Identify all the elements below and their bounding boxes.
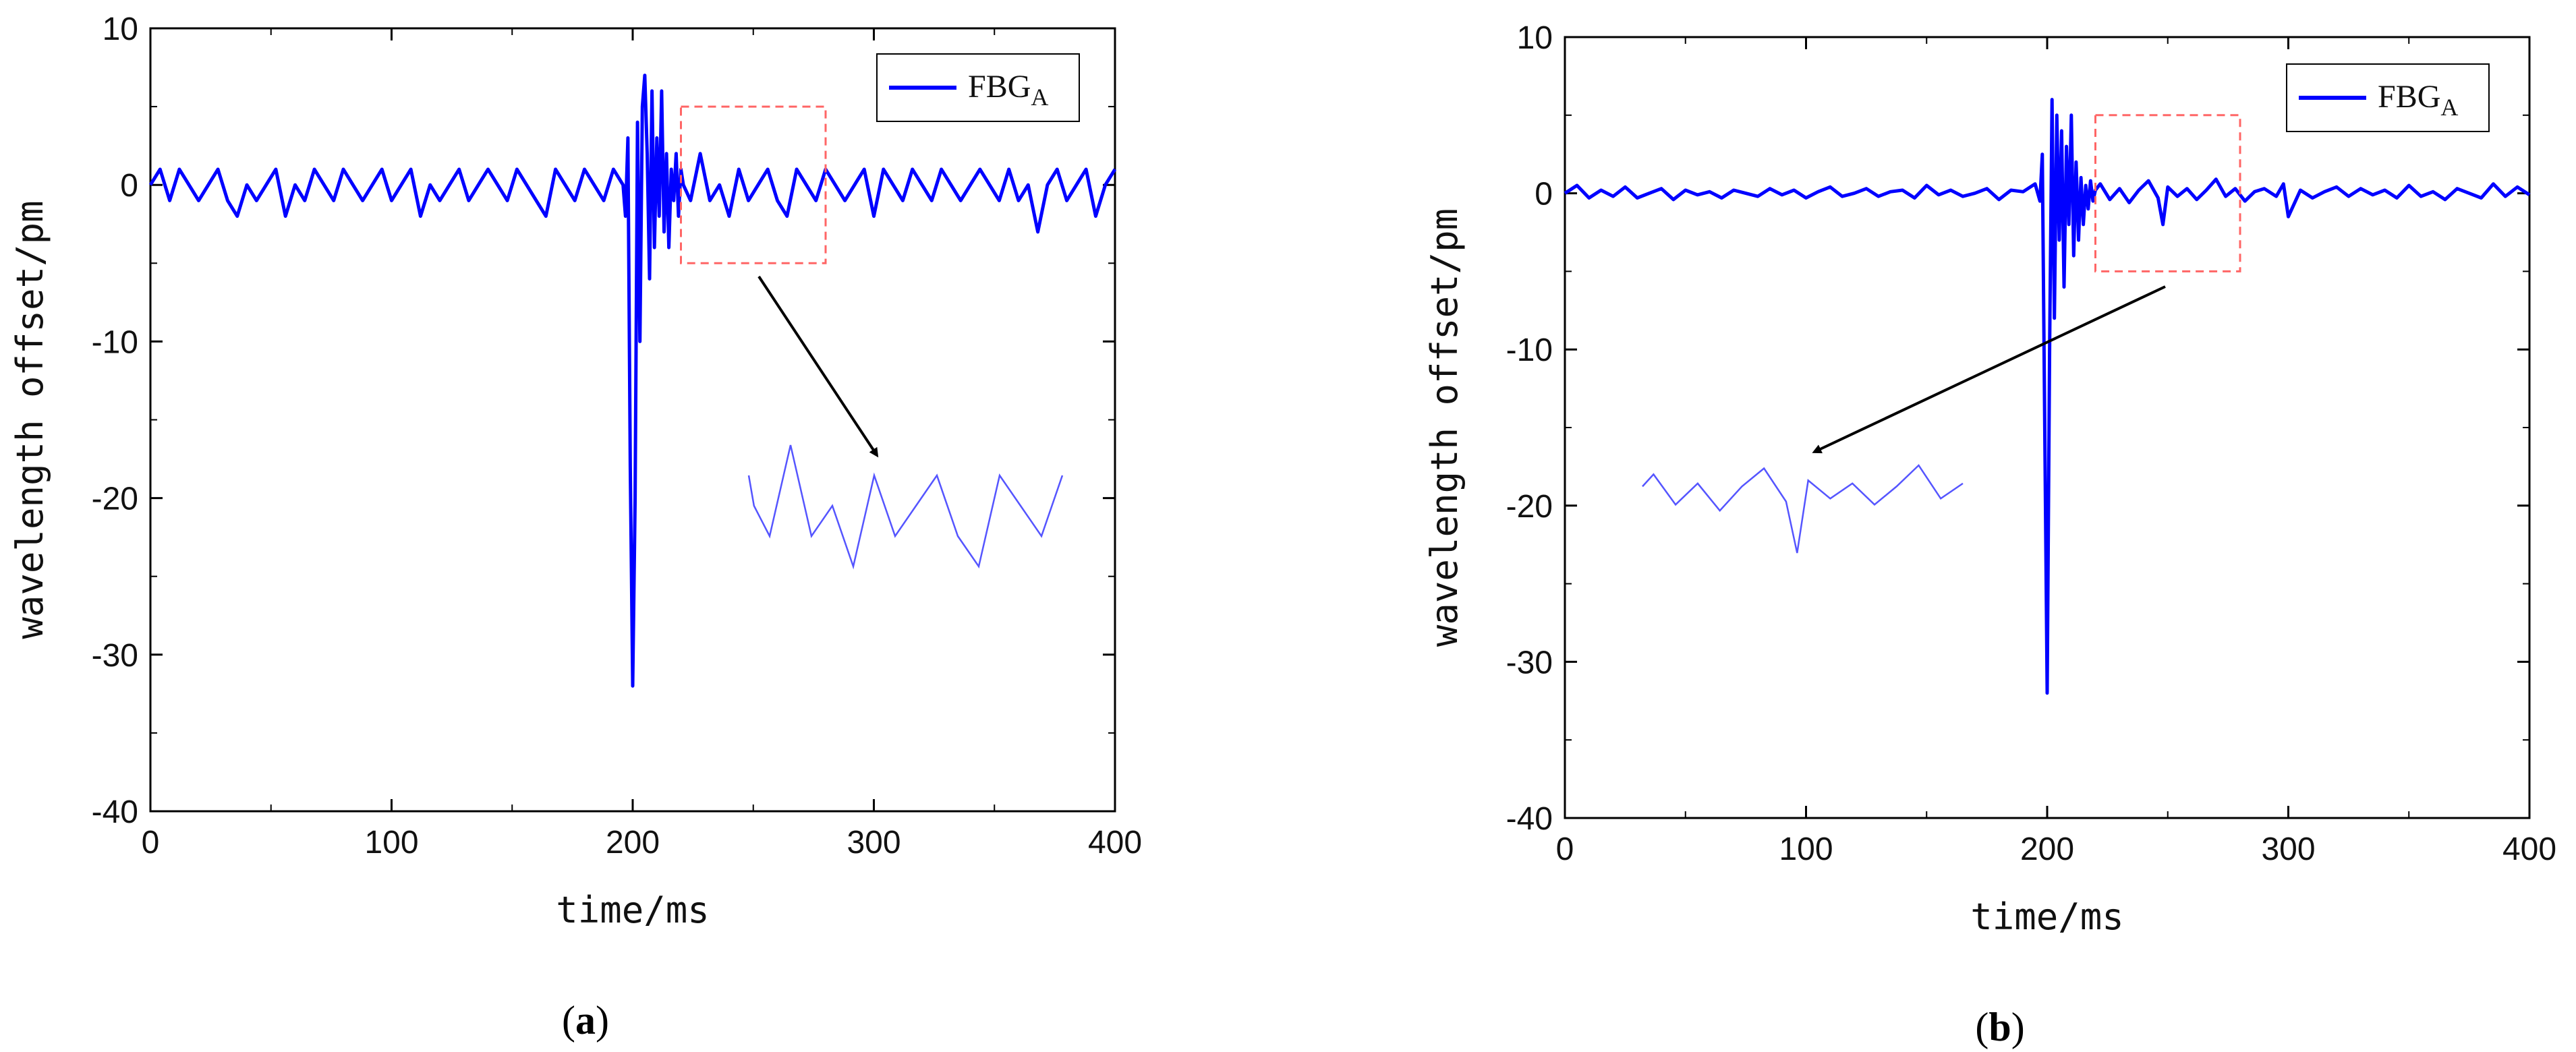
y-tick-label: 0 bbox=[1535, 177, 1553, 212]
series-line-fbg-a bbox=[148, 74, 1117, 688]
y-tick-labels: 10 0 -10 -20 -30 -40 bbox=[1506, 20, 1553, 837]
y-tick-label: -20 bbox=[92, 481, 138, 517]
axis-ticks bbox=[149, 27, 1116, 813]
chart-panel-b: 100-10-20-30-40 0 100 200 300 400 FBGA wavel… bbox=[1423, 20, 2556, 1049]
x-tick-label: 0 bbox=[142, 825, 160, 860]
plot-frame bbox=[1564, 36, 2531, 819]
series-line-fbg-a bbox=[1564, 98, 2531, 695]
x-tick-label: 200 bbox=[2020, 831, 2074, 867]
x-tick-label: 300 bbox=[2261, 831, 2315, 867]
plot-frame bbox=[149, 27, 1116, 813]
y-tick-label: -30 bbox=[92, 638, 138, 674]
legend-label: FBGA bbox=[2378, 79, 2458, 121]
x-tick-labels: 0 100 200 300 400 bbox=[142, 825, 1142, 860]
x-tick-label: 400 bbox=[2502, 831, 2556, 867]
axis-ticks bbox=[1564, 36, 2531, 819]
y-tick-label: -20 bbox=[1506, 489, 1553, 525]
highlight-box bbox=[2094, 114, 2241, 272]
zoom-arrow bbox=[1812, 285, 2166, 454]
x-axis-title: time/ms bbox=[1970, 896, 2124, 938]
y-tick-label: 0 bbox=[120, 168, 138, 204]
y-axis-title: wavelength offset/pm bbox=[1423, 208, 1466, 647]
x-tick-label: 0 bbox=[1556, 831, 1574, 867]
highlight-box bbox=[680, 105, 827, 264]
y-tick-label: -40 bbox=[1506, 801, 1553, 837]
x-tick-label: 300 bbox=[847, 825, 900, 860]
x-tick-labels: 0 100 200 300 400 bbox=[1556, 831, 2556, 867]
legend: FBGA bbox=[2286, 63, 2490, 132]
chart-panel-a: 100-10-20-30-40 0 100 200 300 400 FBGA wavel… bbox=[9, 11, 1142, 1043]
y-tick-label: -10 bbox=[1506, 332, 1553, 368]
y-tick-label: 10 bbox=[1517, 20, 1553, 56]
inset-zoom-line bbox=[747, 444, 1064, 570]
panel-label: (a) bbox=[562, 998, 609, 1043]
y-tick-labels: 10 0 -10 -20 -30 -40 bbox=[92, 11, 138, 830]
zoom-arrow bbox=[757, 275, 879, 458]
x-tick-label: 100 bbox=[1779, 831, 1833, 867]
panel-label: (b) bbox=[1975, 1005, 2024, 1049]
y-tick-label: -40 bbox=[92, 794, 138, 830]
y-axis-title: wavelength offset/pm bbox=[9, 200, 51, 639]
y-tick-label: -10 bbox=[92, 324, 138, 360]
x-tick-label: 200 bbox=[606, 825, 660, 860]
legend: FBGA bbox=[876, 53, 1080, 122]
x-tick-label: 400 bbox=[1088, 825, 1142, 860]
y-tick-label: 10 bbox=[103, 11, 138, 47]
legend-label: FBGA bbox=[968, 69, 1048, 111]
x-axis-title: time/ms bbox=[556, 889, 710, 931]
y-tick-label: -30 bbox=[1506, 645, 1553, 680]
inset-zoom-line bbox=[1642, 464, 1964, 554]
x-tick-label: 100 bbox=[364, 825, 418, 860]
